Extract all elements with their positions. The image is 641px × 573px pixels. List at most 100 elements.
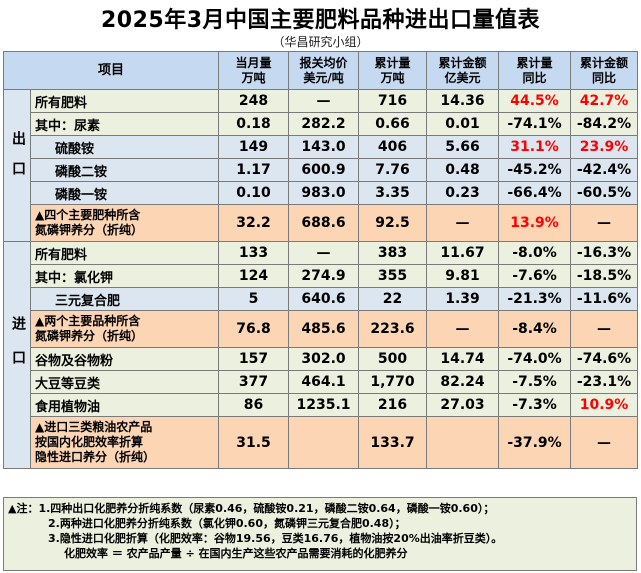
cell: 0.18	[218, 112, 290, 136]
cell: 223.6	[358, 310, 428, 348]
header-item: 项目	[2, 51, 220, 90]
cell: 149	[218, 135, 290, 159]
table-row: 硫酸铵 149 143.0 406 5.66 31.1% 23.9%	[4, 135, 639, 159]
cell: 10.9%	[570, 393, 639, 417]
row-label: ▲两个主要品种所含 氮磷钾养分（折纯）	[29, 310, 220, 348]
cell: 640.6	[288, 287, 360, 311]
header-avg-price: 报关均价 美元/吨	[288, 51, 360, 90]
page-title: 2025年3月中国主要肥料品种进出口量值表	[100, 8, 541, 33]
cell: 92.5	[358, 204, 428, 242]
cell: -18.5%	[570, 264, 639, 288]
row-label: 其中：尿素	[29, 112, 220, 136]
row-label: 所有肥料	[29, 89, 220, 113]
cell: -7.3%	[498, 393, 572, 417]
header-label: 当月量	[235, 55, 272, 70]
cell: 3.35	[358, 181, 428, 205]
table-row: 其中：尿素 0.18 282.2 0.66 0.01 -74.1% -84.2%	[4, 112, 639, 136]
cell: 600.9	[288, 158, 360, 182]
row-label: 食用植物油	[29, 393, 220, 417]
header-unit: 万吨	[380, 70, 405, 85]
cell: 0.23	[426, 181, 500, 205]
cell: 157	[218, 347, 290, 371]
row-label-line: 隐性进口养分（折纯）	[35, 450, 156, 464]
cell: 14.36	[426, 89, 500, 113]
header-label: 累计金额	[438, 55, 487, 70]
cell: 302.0	[288, 347, 360, 371]
cell: 500	[358, 347, 428, 371]
cell: 13.9%	[498, 204, 572, 242]
table-row: 其中：氯化钾 124 274.9 355 9.81 -7.6% -18.5%	[4, 264, 639, 288]
cell: -42.4%	[570, 158, 639, 182]
row-label-line: ▲四个主要肥种所含	[35, 208, 141, 222]
row-label-line: ▲两个主要品种所含	[35, 314, 141, 328]
cell: 248	[218, 89, 290, 113]
row-label: 所有肥料	[29, 241, 220, 265]
cell: 82.24	[426, 370, 500, 394]
cell: -8.0%	[498, 241, 572, 265]
cell: -7.6%	[498, 264, 572, 288]
cell: 5	[218, 287, 290, 311]
header-cum-value-yoy: 累计金额 同比	[570, 51, 639, 90]
cell: 1.17	[218, 158, 290, 182]
cell: 0.66	[358, 112, 428, 136]
cell: -21.3%	[498, 287, 572, 311]
import-label-text: 进口	[10, 316, 26, 384]
row-label: 硫酸铵	[29, 135, 220, 159]
cell: -37.9%	[498, 416, 572, 469]
cell: 688.6	[288, 204, 360, 242]
cell: 133	[218, 241, 290, 265]
header-unit: 美元/吨	[303, 70, 344, 85]
cell: 143.0	[288, 135, 360, 159]
header-month-volume: 当月量 万吨	[218, 51, 290, 90]
cell: 5.66	[426, 135, 500, 159]
table-row: ▲四个主要肥种所含 氮磷钾养分（折纯） 32.2 688.6 92.5 — 13.…	[4, 204, 639, 242]
cell: 27.03	[426, 393, 500, 417]
footnote-line: 2.两种进口化肥养分折纯系数（氯化钾0.60，氮磷钾三元复合肥0.48）；	[48, 517, 406, 530]
page-subtitle: （华昌研究小组）	[272, 35, 369, 49]
table-row: ▲两个主要品种所含 氮磷钾养分（折纯） 76.8 485.6 223.6 — -8…	[4, 310, 639, 348]
cell: 216	[358, 393, 428, 417]
row-label-line: 按国内化肥效率折算	[35, 435, 144, 449]
cell: -23.1%	[570, 370, 639, 394]
cell: 377	[218, 370, 290, 394]
row-label: 谷物及谷物粉	[29, 347, 220, 371]
cell: 1,770	[358, 370, 428, 394]
export-label-text: 出口	[10, 130, 26, 191]
row-label: 大豆等豆类	[29, 370, 220, 394]
trade-table: 项目 当月量 万吨 报关均价 美元/吨 累计量 万吨 累计金额 亿美元 累计量 同比 累计…	[2, 51, 639, 469]
cell: 44.5%	[498, 89, 572, 113]
cell: 11.67	[426, 241, 500, 265]
cell: -74.0%	[498, 347, 572, 371]
table-row: ▲进口三类粮油农产品 按国内化肥效率折算 隐性进口养分（折纯） 31.5 133.7…	[4, 416, 639, 469]
cell: -84.2%	[570, 112, 639, 136]
cell: 86	[218, 393, 290, 417]
row-label: 磷酸二铵	[29, 158, 220, 182]
cell: 14.74	[426, 347, 500, 371]
cell: 282.2	[288, 112, 360, 136]
cell: 1235.1	[288, 393, 360, 417]
table-row: 食用植物油 86 1235.1 216 27.03 -7.3% 10.9%	[4, 393, 639, 417]
row-label: 其中：氯化钾	[29, 264, 220, 288]
cell	[288, 416, 360, 469]
table-row: 磷酸一铵 0.10 983.0 3.35 0.23 -66.4% -60.5%	[4, 181, 639, 205]
cell: 485.6	[288, 310, 360, 348]
cell: 42.7%	[570, 89, 639, 113]
row-label: ▲四个主要肥种所含 氮磷钾养分（折纯）	[29, 204, 220, 242]
table-row: 谷物及谷物粉 157 302.0 500 14.74 -74.0% -74.6%	[4, 347, 639, 371]
table-row: 磷酸二铵 1.17 600.9 7.76 0.48 -45.2% -42.4%	[4, 158, 639, 182]
cell: —	[288, 89, 360, 113]
cell: 7.76	[358, 158, 428, 182]
cell: 124	[218, 264, 290, 288]
cell: 274.9	[288, 264, 360, 288]
cell: 716	[358, 89, 428, 113]
cell: -7.5%	[498, 370, 572, 394]
cell: -11.6%	[570, 287, 639, 311]
table-row: 出口 所有肥料 248 — 716 14.36 44.5% 42.7%	[3, 89, 639, 242]
header-label: 累计量	[516, 55, 553, 70]
cell: 31.5	[218, 416, 290, 469]
header-cum-value: 累计金额 亿美元	[426, 51, 500, 90]
header-cum-volume: 累计量 万吨	[358, 51, 428, 90]
footnote-line: 化肥效率 ＝ 农产品产量 ÷ 在国内生产这些农产品需要消耗的化肥养分	[64, 547, 408, 560]
cell: 0.48	[426, 158, 500, 182]
cell: 133.7	[358, 416, 428, 469]
